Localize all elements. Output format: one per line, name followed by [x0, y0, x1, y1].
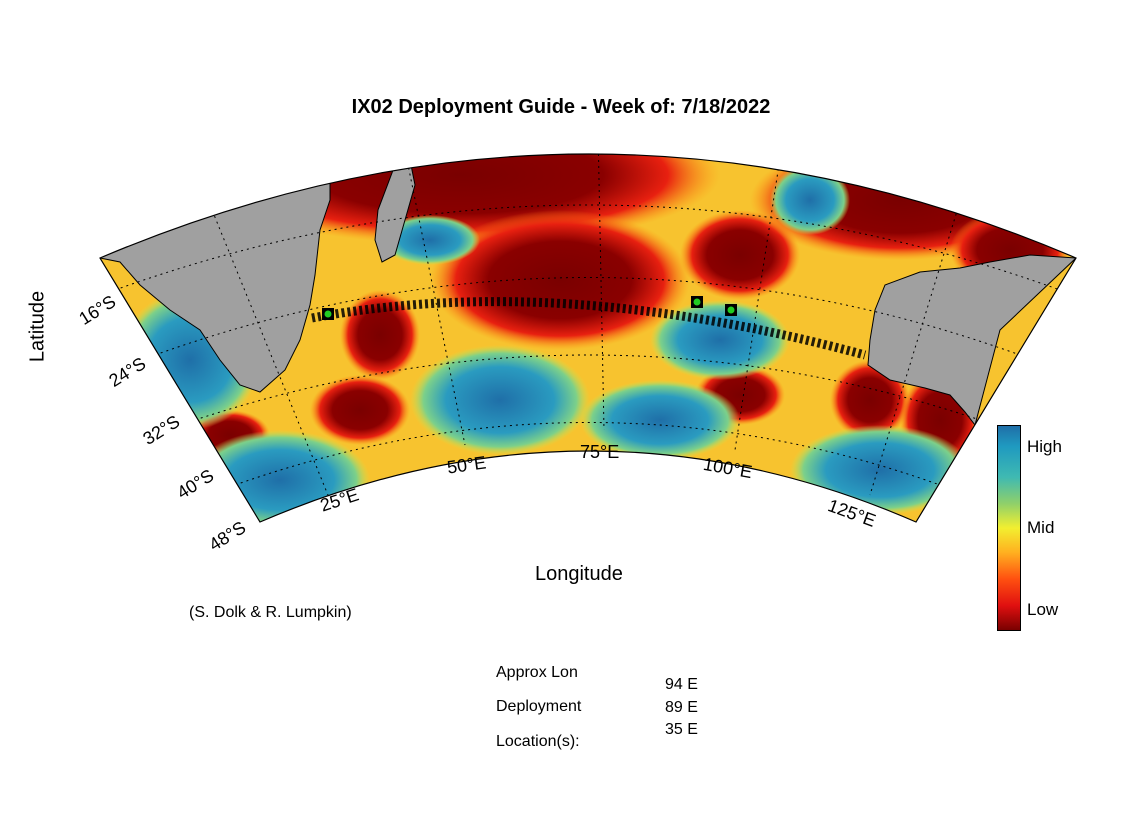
deployment-label-line2: Deployment	[496, 698, 582, 715]
credit-text: (S. Dolk & R. Lumpkin)	[189, 604, 352, 621]
data-field	[100, 154, 1076, 522]
map-frame	[99, 153, 1077, 523]
y-axis-label: Latitude	[26, 290, 49, 363]
deployment-value-2: 89 E	[665, 699, 698, 716]
deployment-dot-89e	[693, 298, 701, 306]
x-axis-label: Longitude	[535, 563, 623, 585]
deployment-dot-35e	[324, 310, 332, 318]
deployment-label-line3: Location(s):	[496, 733, 580, 750]
australia-land	[867, 254, 1076, 427]
deployment-value-1: 94 E	[665, 676, 698, 693]
deployment-dot-94e	[727, 306, 735, 314]
colorbar-mid-label: Mid	[1027, 518, 1055, 537]
map-title: IX02 Deployment Guide - Week of: 7/18/20…	[351, 96, 771, 118]
lon-tick-75e: 75°E	[580, 442, 620, 462]
colorbar-low-label: Low	[1027, 600, 1059, 619]
madagascar-land	[374, 159, 416, 263]
deployment-label-line1: Approx Lon	[496, 664, 578, 681]
colorbar	[997, 425, 1021, 631]
colorbar-high-label: High	[1027, 437, 1062, 456]
deployment-value-3: 35 E	[665, 721, 698, 738]
